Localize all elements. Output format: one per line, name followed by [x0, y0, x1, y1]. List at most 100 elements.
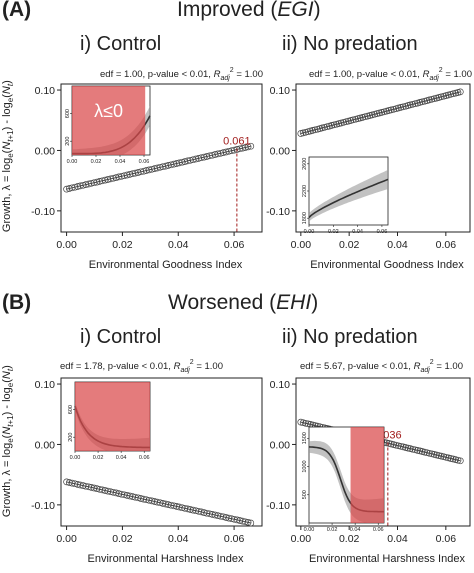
subtitle-b-nopred: ii) No predation	[282, 326, 418, 348]
y-axis-label-part: t	[6, 368, 16, 372]
data-point	[361, 113, 369, 121]
data-point	[297, 130, 305, 137]
data-point	[452, 456, 459, 463]
y-tick-label: -0.10	[266, 500, 290, 512]
stats-r-sup: 2	[430, 359, 434, 366]
y-tick-label: -0.10	[31, 206, 55, 218]
data-point	[364, 112, 371, 120]
data-point	[430, 95, 438, 103]
inset-x-tick-label: 0.06	[139, 455, 150, 461]
data-point	[426, 96, 433, 104]
y-tick-label: -0.10	[266, 206, 290, 218]
data-point	[371, 110, 378, 118]
data-point	[387, 106, 395, 114]
data-point	[376, 109, 383, 117]
x-axis-label: Environmental Harshness Index	[309, 553, 465, 565]
x-tick-label: 0.00	[291, 239, 312, 251]
data-point	[433, 451, 440, 459]
stats-text: edf = 1.78, p-value < 0.01, Radj2 = 1.00	[60, 359, 223, 374]
section-b-title-prefix: Worsened (	[168, 291, 277, 314]
plot-B-control: 0.00 0.02 0.04 0.06 -0.10 0.00 0.10 Environment…	[31, 377, 263, 565]
data-point	[314, 125, 321, 133]
data-point	[397, 104, 405, 111]
x-tick-label: 0.00	[291, 533, 312, 545]
inset-x-tick-label: 0.02	[327, 527, 338, 533]
inset-x-tick-label: 0.04	[352, 229, 363, 235]
stats-text: edf = 1.00, p-value < 0.01, Radj2 = 1.00	[309, 67, 472, 82]
inset-shade	[75, 382, 150, 451]
data-point	[456, 457, 464, 465]
data-point	[302, 128, 309, 136]
y-tick-label: 0.00	[35, 439, 56, 451]
series-line	[300, 91, 461, 134]
inset-shade	[72, 86, 146, 155]
x-tick-label: 0.02	[339, 533, 360, 545]
data-point	[395, 442, 402, 450]
section-a-title-suffix: )	[313, 0, 321, 21]
y-axis-label-part: N	[0, 371, 13, 380]
data-point	[426, 449, 433, 457]
data-point	[430, 451, 438, 458]
data-point	[352, 115, 359, 123]
data-point	[333, 120, 340, 128]
y-axis-label-part: t	[6, 424, 16, 427]
data-point	[321, 123, 328, 131]
data-point	[299, 129, 307, 137]
data-point	[349, 116, 357, 124]
inset-x-tick-label: 0.00	[304, 527, 315, 533]
data-point	[406, 445, 414, 452]
data-point	[418, 98, 426, 106]
inset-y-tick-label: 1800	[302, 212, 308, 224]
plot-B-nopred: 0.00 0.02 0.04 0.06-0.100.000.10Environment…	[266, 377, 471, 565]
stats-rest: = 1.00	[434, 361, 463, 372]
x-tick-label: 0.04	[387, 533, 408, 545]
plot-frame	[295, 377, 471, 527]
data-point	[328, 122, 336, 129]
threshold-label: 0.061	[223, 135, 251, 147]
x-tick-label: 0.04	[387, 239, 408, 251]
data-point	[390, 441, 398, 448]
y-axis-label-part: N	[0, 86, 13, 95]
data-point	[435, 452, 443, 459]
inset-x-tick-label: 0.00	[304, 229, 315, 235]
y-axis-label-part: e	[6, 382, 16, 388]
section-b-title-suffix: )	[311, 291, 319, 314]
section-b-tag: (B)	[2, 291, 32, 314]
subtitle-b-control: i) Control	[80, 326, 162, 348]
inset-x-tick-label: 0.04	[350, 527, 361, 533]
inset-y-tick-label: 1500	[302, 432, 308, 444]
inset-y-tick-label: 600	[65, 109, 71, 118]
data-point	[244, 143, 252, 151]
data-point	[385, 107, 393, 114]
data-point	[411, 446, 419, 454]
x-tick-label: 0.06	[224, 239, 245, 251]
data-point	[390, 105, 398, 113]
data-point	[421, 97, 428, 105]
data-point	[399, 103, 407, 111]
data-point	[437, 93, 445, 101]
data-point	[456, 88, 464, 96]
inset-curve	[308, 178, 389, 219]
x-tick-label: 0.04	[168, 533, 189, 545]
y-tick-label: 0.00	[35, 145, 56, 157]
data-point	[335, 120, 343, 127]
data-point	[247, 519, 255, 527]
data-point	[309, 127, 317, 134]
data-point	[397, 442, 405, 450]
x-tick-label: 0.02	[339, 239, 360, 251]
x-axis-label: Environmental Goodness Index	[310, 259, 464, 271]
stats-main: edf = 1.00, p-value < 0.01,	[100, 69, 214, 80]
y-axis-label-part: N	[0, 141, 13, 150]
data-point	[447, 455, 455, 462]
inset-y-tick-label: 600	[68, 405, 74, 414]
x-axis-label: Environmental Harshness Index	[88, 553, 244, 565]
inset-x-tick-label: 0.06	[377, 229, 388, 235]
data-point	[302, 419, 309, 427]
x-tick-label: 0.00	[56, 239, 77, 251]
data-point	[442, 453, 450, 461]
data-point	[437, 452, 445, 460]
data-point	[373, 110, 381, 117]
data-point	[433, 94, 440, 102]
section-a-title-em: EGI	[277, 0, 314, 21]
